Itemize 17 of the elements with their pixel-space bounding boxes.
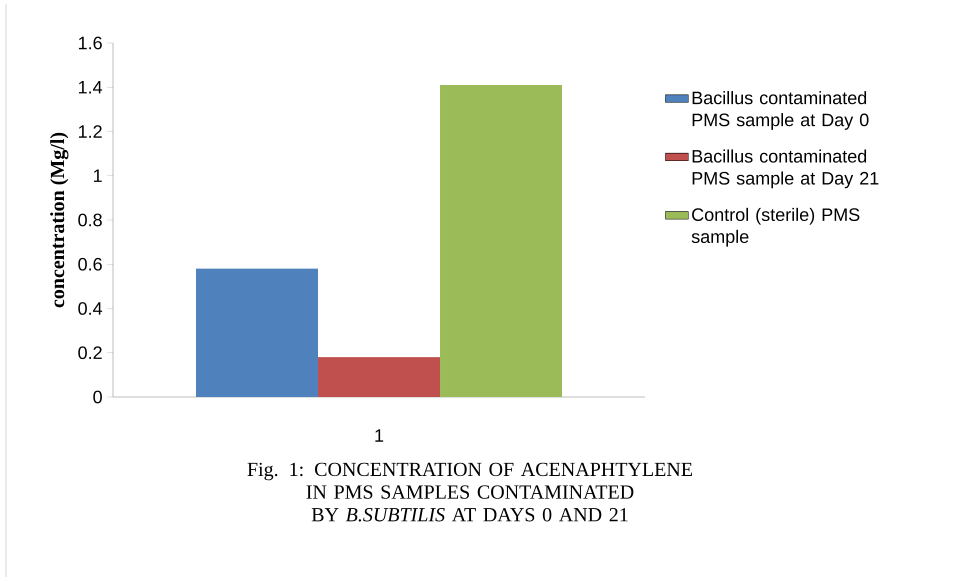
y-tick-label: 1.6 bbox=[78, 36, 102, 50]
y-tick-label: 0.6 bbox=[78, 258, 102, 271]
y-tick-label: 1 bbox=[94, 170, 102, 182]
legend-label: Control (sterile) PMS sample bbox=[692, 208, 860, 247]
y-tick-label: 0.8 bbox=[78, 214, 102, 226]
bar bbox=[318, 357, 440, 397]
caption: Fig. 1: CONCENTRATION OF ACENAPHTYLENE IN PMS SAMPLES CONTAMINATED BY B.SUBTILIS AT DAYS 0 AND 21 bbox=[248, 462, 692, 522]
legend-label: Bacillus contaminated PMS sample at Day 21 bbox=[692, 149, 878, 188]
bar bbox=[440, 85, 562, 397]
y-axis-title: concentration (Mg/l) bbox=[50, 132, 68, 308]
y-tick-label: 0 bbox=[93, 390, 102, 404]
y-tick-label: 1.4 bbox=[78, 81, 102, 94]
legend-label: Bacillus contaminated PMS sample at Day 0 bbox=[692, 91, 869, 130]
y-tick-label: 0.4 bbox=[78, 302, 102, 315]
bar bbox=[196, 268, 318, 397]
y-tick-label: 1.2 bbox=[78, 125, 102, 138]
y-tick-label: 0.2 bbox=[78, 346, 102, 360]
